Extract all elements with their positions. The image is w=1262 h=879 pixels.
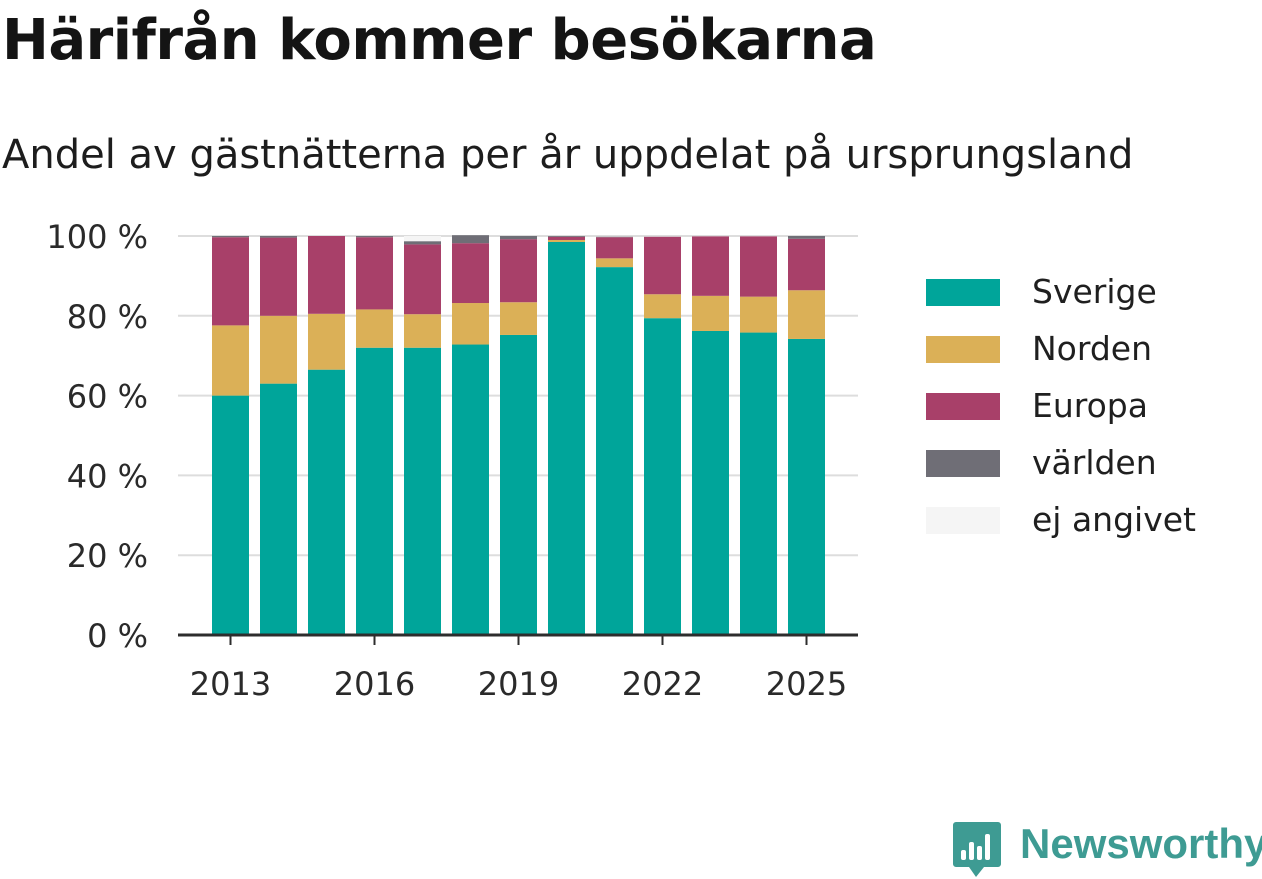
y-tick-label: 0 % [87,617,148,655]
bar-segment [740,296,777,333]
bar-stack-2024 [740,236,777,635]
bar-segment [644,318,681,635]
bar-segment [404,244,441,315]
bar-segment [260,237,297,316]
y-tick-label: 60 % [67,378,148,416]
bar-segment [356,236,393,238]
bar-segment [548,236,585,237]
bar-segment [260,236,297,238]
legend-item: Europa [926,386,1246,443]
legend-label: Sverige [1032,272,1157,311]
bar-segment [788,236,825,239]
legend-label: Europa [1032,386,1148,425]
newsworthy-logo: Newsworthy [952,818,1262,878]
bar-segment [212,395,249,635]
newsworthy-wordmark: Newsworthy [1020,820,1262,867]
bar-segment [692,330,729,635]
legend-item: Norden [926,329,1246,386]
bar-segment [452,243,489,304]
bar-segment [596,237,633,259]
bar-segment [356,237,393,310]
bar-segment [356,309,393,348]
bar-segment [788,338,825,635]
x-tick-label: 2013 [190,665,271,703]
bar-segment [356,347,393,635]
legend-label: världen [1032,443,1157,482]
legend-item: världen [926,443,1246,500]
bar-segment [308,369,345,635]
bar-stack-2023 [692,236,729,635]
bar-segment [644,294,681,319]
bar-segment [212,237,249,326]
bar-segment [212,236,249,238]
bar-stack-2018 [452,235,489,635]
bar-segment [404,314,441,348]
bar-segment [308,236,345,314]
legend-swatch [926,393,1000,420]
bar-segment [452,344,489,635]
bar-segment [404,347,441,635]
bar-stack-2014 [260,236,297,635]
y-tick-label: 80 % [67,298,148,336]
x-tick-label: 2019 [478,665,559,703]
bar-segment [500,236,537,240]
bar-stack-2020 [548,236,585,636]
bar-segment [260,315,297,384]
legend-label: ej angivet [1032,500,1196,539]
bar-segment [788,238,825,291]
bar-segment [500,239,537,303]
x-tick-label: 2025 [766,665,847,703]
bars [212,235,825,636]
bar-segment [596,267,633,635]
x-tick-label: 2022 [622,665,703,703]
bar-segment [452,235,489,244]
bar-stack-2015 [308,236,345,635]
legend-swatch [926,336,1000,363]
bar-segment [500,302,537,335]
axes: 0 % 20 % 40 % 60 % 80 % 100 % 2013 2016 2019 2022… [46,218,858,703]
legend-item: ej angivet [926,500,1246,557]
bar-segment [644,236,681,295]
y-tick-label: 20 % [67,537,148,575]
bar-segment [260,383,297,635]
bar-stack-2013 [212,236,249,635]
bar-segment [548,241,585,636]
y-tick-label: 100 % [46,218,148,256]
bar-segment [692,236,729,296]
legend-item: Sverige [926,272,1246,329]
y-tick-label: 40 % [67,457,148,495]
legend-swatch [926,507,1000,534]
bar-segment [740,332,777,635]
bar-stack-2025 [788,236,825,635]
bar-stack-2017 [404,236,441,635]
bar-segment [452,303,489,345]
bar-segment [404,236,441,242]
bar-segment [308,313,345,370]
bar-stack-2022 [644,236,681,635]
bar-segment [212,325,249,396]
newsworthy-logo-icon [953,822,1001,877]
chart-subtitle: Andel av gästnätterna per år uppdelat på… [2,132,1134,178]
legend-label: Norden [1032,329,1153,368]
bar-segment [404,241,441,245]
bar-segment [548,236,585,240]
bar-segment [548,239,585,242]
bar-segment [500,334,537,635]
bar-segment [788,290,825,339]
bar-stack-2019 [500,236,537,635]
bar-stack-2016 [356,236,393,635]
legend: Sverige Norden Europa världen ej angivet [926,272,1246,557]
chart-title: Härifrån kommer besökarna [2,8,877,73]
legend-swatch [926,450,1000,477]
bar-segment [740,236,777,297]
bar-segment [596,258,633,268]
legend-swatch [926,279,1000,306]
bar-stack-2021 [596,236,633,635]
x-tick-label: 2016 [334,665,415,703]
bar-segment [692,295,729,331]
